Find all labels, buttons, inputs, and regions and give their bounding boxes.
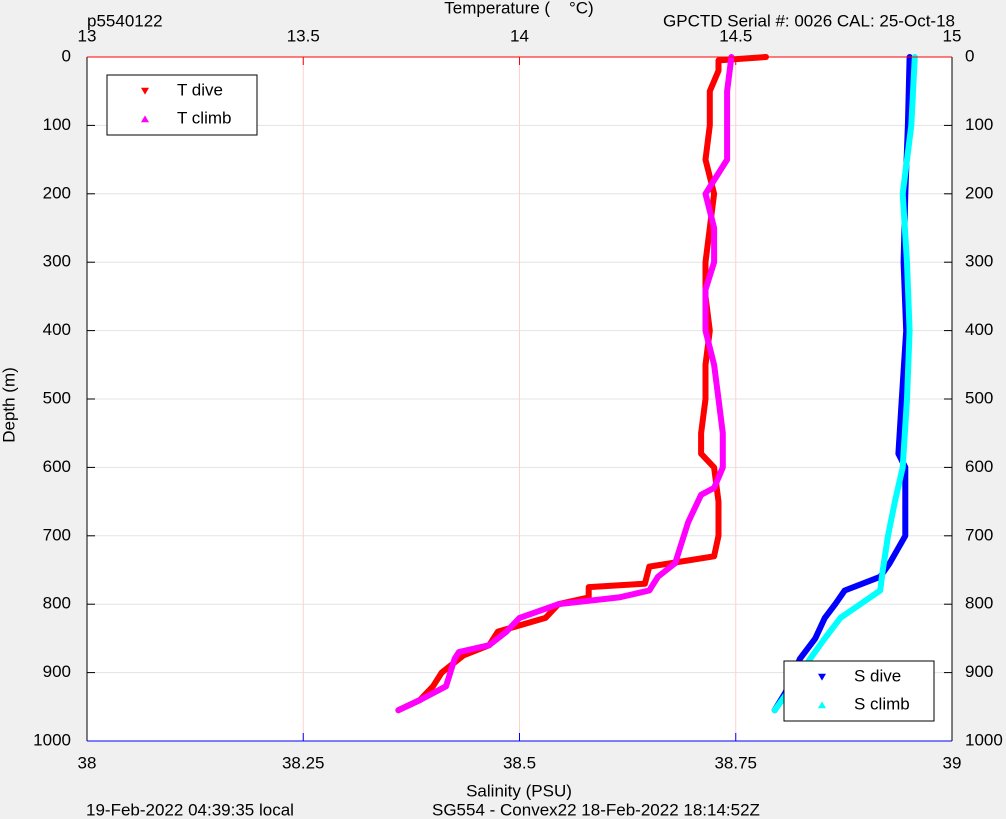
axes: 0 0 100 100 200 200 300 300 400 400 500 500 600 600 70… bbox=[33, 26, 1003, 772]
legend-box bbox=[783, 660, 935, 722]
y2-tick-label: 300 bbox=[965, 252, 993, 271]
x-tick-label: 38.25 bbox=[282, 753, 325, 772]
x2-tick-label: 14 bbox=[510, 26, 529, 45]
y2-tick-label: 400 bbox=[965, 320, 993, 339]
x-tick-label: 38 bbox=[78, 753, 97, 772]
legend-label: T dive bbox=[177, 80, 223, 99]
profile-series bbox=[771, 54, 913, 714]
title-left: p5540122 bbox=[87, 11, 163, 30]
y2-tick-label: 600 bbox=[965, 457, 993, 476]
x-tick-label: 38.75 bbox=[714, 753, 757, 772]
y2-tick-label: 900 bbox=[965, 662, 993, 681]
x2-tick-label: 15 bbox=[943, 26, 962, 45]
y-tick-label: 600 bbox=[43, 457, 71, 476]
y2-tick-label: 700 bbox=[965, 525, 993, 544]
y2-tick-label: 800 bbox=[965, 594, 993, 613]
legend-label: S dive bbox=[854, 666, 901, 685]
y-tick-label: 300 bbox=[43, 252, 71, 271]
y-tick-label: 200 bbox=[43, 183, 71, 202]
legend-label: T climb bbox=[177, 108, 231, 127]
title-right: GPCTD Serial #: 0026 CAL: 25-Oct-18 bbox=[663, 11, 955, 30]
footer-left: 19-Feb-2022 04:39:35 local bbox=[86, 800, 294, 819]
x2-tick-label: 14.5 bbox=[719, 26, 752, 45]
y-tick-label: 500 bbox=[43, 388, 71, 407]
legend-marker bbox=[818, 701, 826, 709]
legend-marker bbox=[818, 673, 826, 681]
profile-series bbox=[771, 54, 918, 714]
y-tick-label: 700 bbox=[43, 525, 71, 544]
profile-series bbox=[395, 54, 735, 714]
x-axis-label: Salinity (PSU) bbox=[466, 781, 572, 800]
legend: T dive T climb bbox=[106, 74, 258, 136]
legend-marker bbox=[141, 115, 149, 123]
y2-tick-label: 100 bbox=[965, 115, 993, 134]
y-tick-label: 100 bbox=[43, 115, 71, 134]
legend-box bbox=[106, 74, 258, 136]
x-tick-label: 39 bbox=[943, 753, 962, 772]
data-layer bbox=[395, 54, 918, 714]
x2-tick-label: 13.5 bbox=[287, 26, 320, 45]
y-tick-label: 900 bbox=[43, 662, 71, 681]
y-tick-label: 1000 bbox=[33, 730, 71, 749]
y2-tick-label: 500 bbox=[965, 388, 993, 407]
y-axis-label: Depth (m) bbox=[0, 367, 18, 443]
y2-tick-label: 0 bbox=[965, 46, 974, 65]
x-tick-label: 38.5 bbox=[503, 753, 536, 772]
legend-marker bbox=[141, 87, 149, 95]
y-tick-label: 400 bbox=[43, 320, 71, 339]
y2-tick-label: 1000 bbox=[965, 730, 1003, 749]
legend-label: S climb bbox=[854, 694, 910, 713]
x2-axis-label: Temperature ( °C) bbox=[444, 0, 593, 17]
legend: S dive S climb bbox=[783, 660, 935, 722]
y2-tick-label: 200 bbox=[965, 183, 993, 202]
y-tick-label: 800 bbox=[43, 594, 71, 613]
y-tick-label: 0 bbox=[62, 46, 71, 65]
footer-center: SG554 - Convex22 18-Feb-2022 18:14:52Z bbox=[432, 800, 760, 819]
x2-tick-label: 13 bbox=[78, 26, 97, 45]
